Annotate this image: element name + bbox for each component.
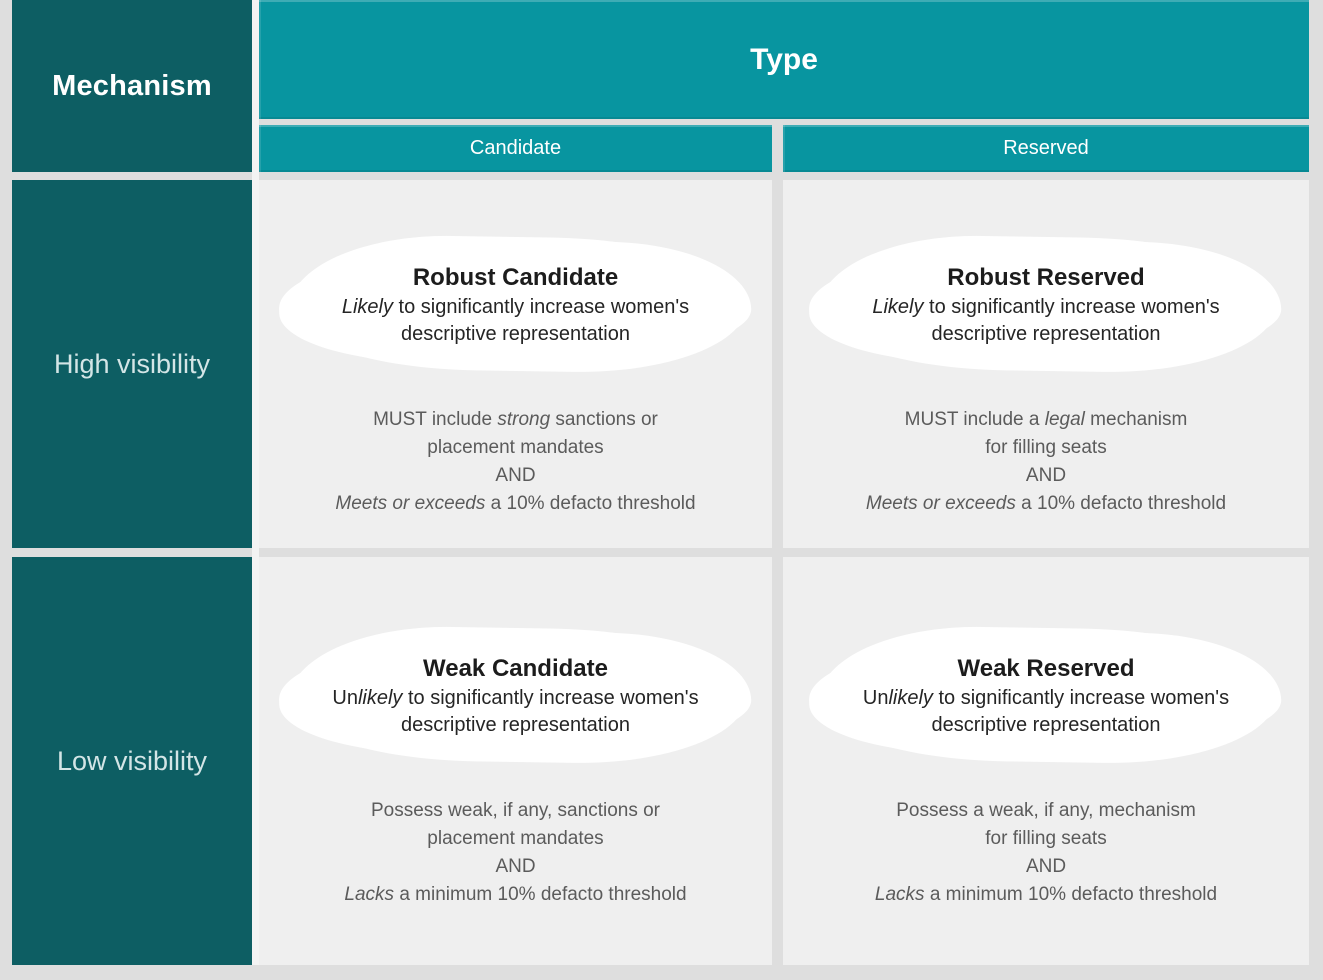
cell-weak-candidate: Weak Candidate Unlikely to significantly… bbox=[259, 557, 772, 965]
column-header-reserved-label: Reserved bbox=[1003, 137, 1089, 159]
mechanism-header-label: Mechanism bbox=[52, 69, 212, 102]
highlight-bubble: Robust Candidate Likely to significantly… bbox=[285, 240, 747, 370]
mechanism-header-cell: Mechanism bbox=[12, 0, 252, 172]
cell-subtitle: Likely to significantly increase women's… bbox=[872, 296, 1220, 345]
row-header-low-visibility: Low visibility bbox=[12, 557, 252, 965]
highlight-bubble: Weak Candidate Unlikely to significantly… bbox=[285, 631, 747, 761]
cell-subtitle: Likely to significantly increase women's… bbox=[341, 296, 690, 345]
row-header-high-visibility-label: High visibility bbox=[53, 348, 211, 379]
cell-weak-reserved: Weak Reserved Unlikely to significantly … bbox=[783, 557, 1309, 965]
cell-criteria: MUST include a legal mechanism for fillin… bbox=[865, 409, 1227, 514]
cell-robust-reserved: Robust Reserved Likely to significantly … bbox=[783, 180, 1309, 548]
cell-title: Robust Candidate bbox=[412, 264, 619, 291]
cell-criteria: Possess a weak, if any, mechanism for fil… bbox=[874, 800, 1218, 905]
row-header-low-visibility-label: Low visibility bbox=[56, 745, 208, 776]
cell-title: Weak Candidate bbox=[423, 655, 608, 682]
cell-robust-candidate: Robust Candidate Likely to significantly… bbox=[259, 180, 772, 548]
highlight-bubble: Robust Reserved Likely to significantly … bbox=[815, 240, 1277, 370]
type-header-cell: Type bbox=[259, 0, 1309, 119]
column-header-reserved: Reserved bbox=[783, 125, 1309, 172]
cell-subtitle: Unlikely to significantly increase women… bbox=[862, 687, 1230, 736]
column-divider bbox=[252, 0, 259, 965]
row-header-high-visibility: High visibility bbox=[12, 180, 252, 548]
column-header-candidate-label: Candidate bbox=[469, 137, 562, 159]
cell-criteria: Possess weak, if any, sanctions or placem… bbox=[344, 800, 687, 905]
cell-subtitle: Unlikely to significantly increase women… bbox=[332, 687, 699, 736]
cell-criteria: MUST include strong sanctions or placemen… bbox=[335, 409, 696, 514]
type-header-label: Type bbox=[750, 42, 818, 76]
cell-title: Weak Reserved bbox=[957, 655, 1135, 682]
column-header-candidate: Candidate bbox=[259, 125, 772, 172]
cell-title: Robust Reserved bbox=[947, 264, 1145, 291]
highlight-bubble: Weak Reserved Unlikely to significantly … bbox=[815, 631, 1277, 761]
